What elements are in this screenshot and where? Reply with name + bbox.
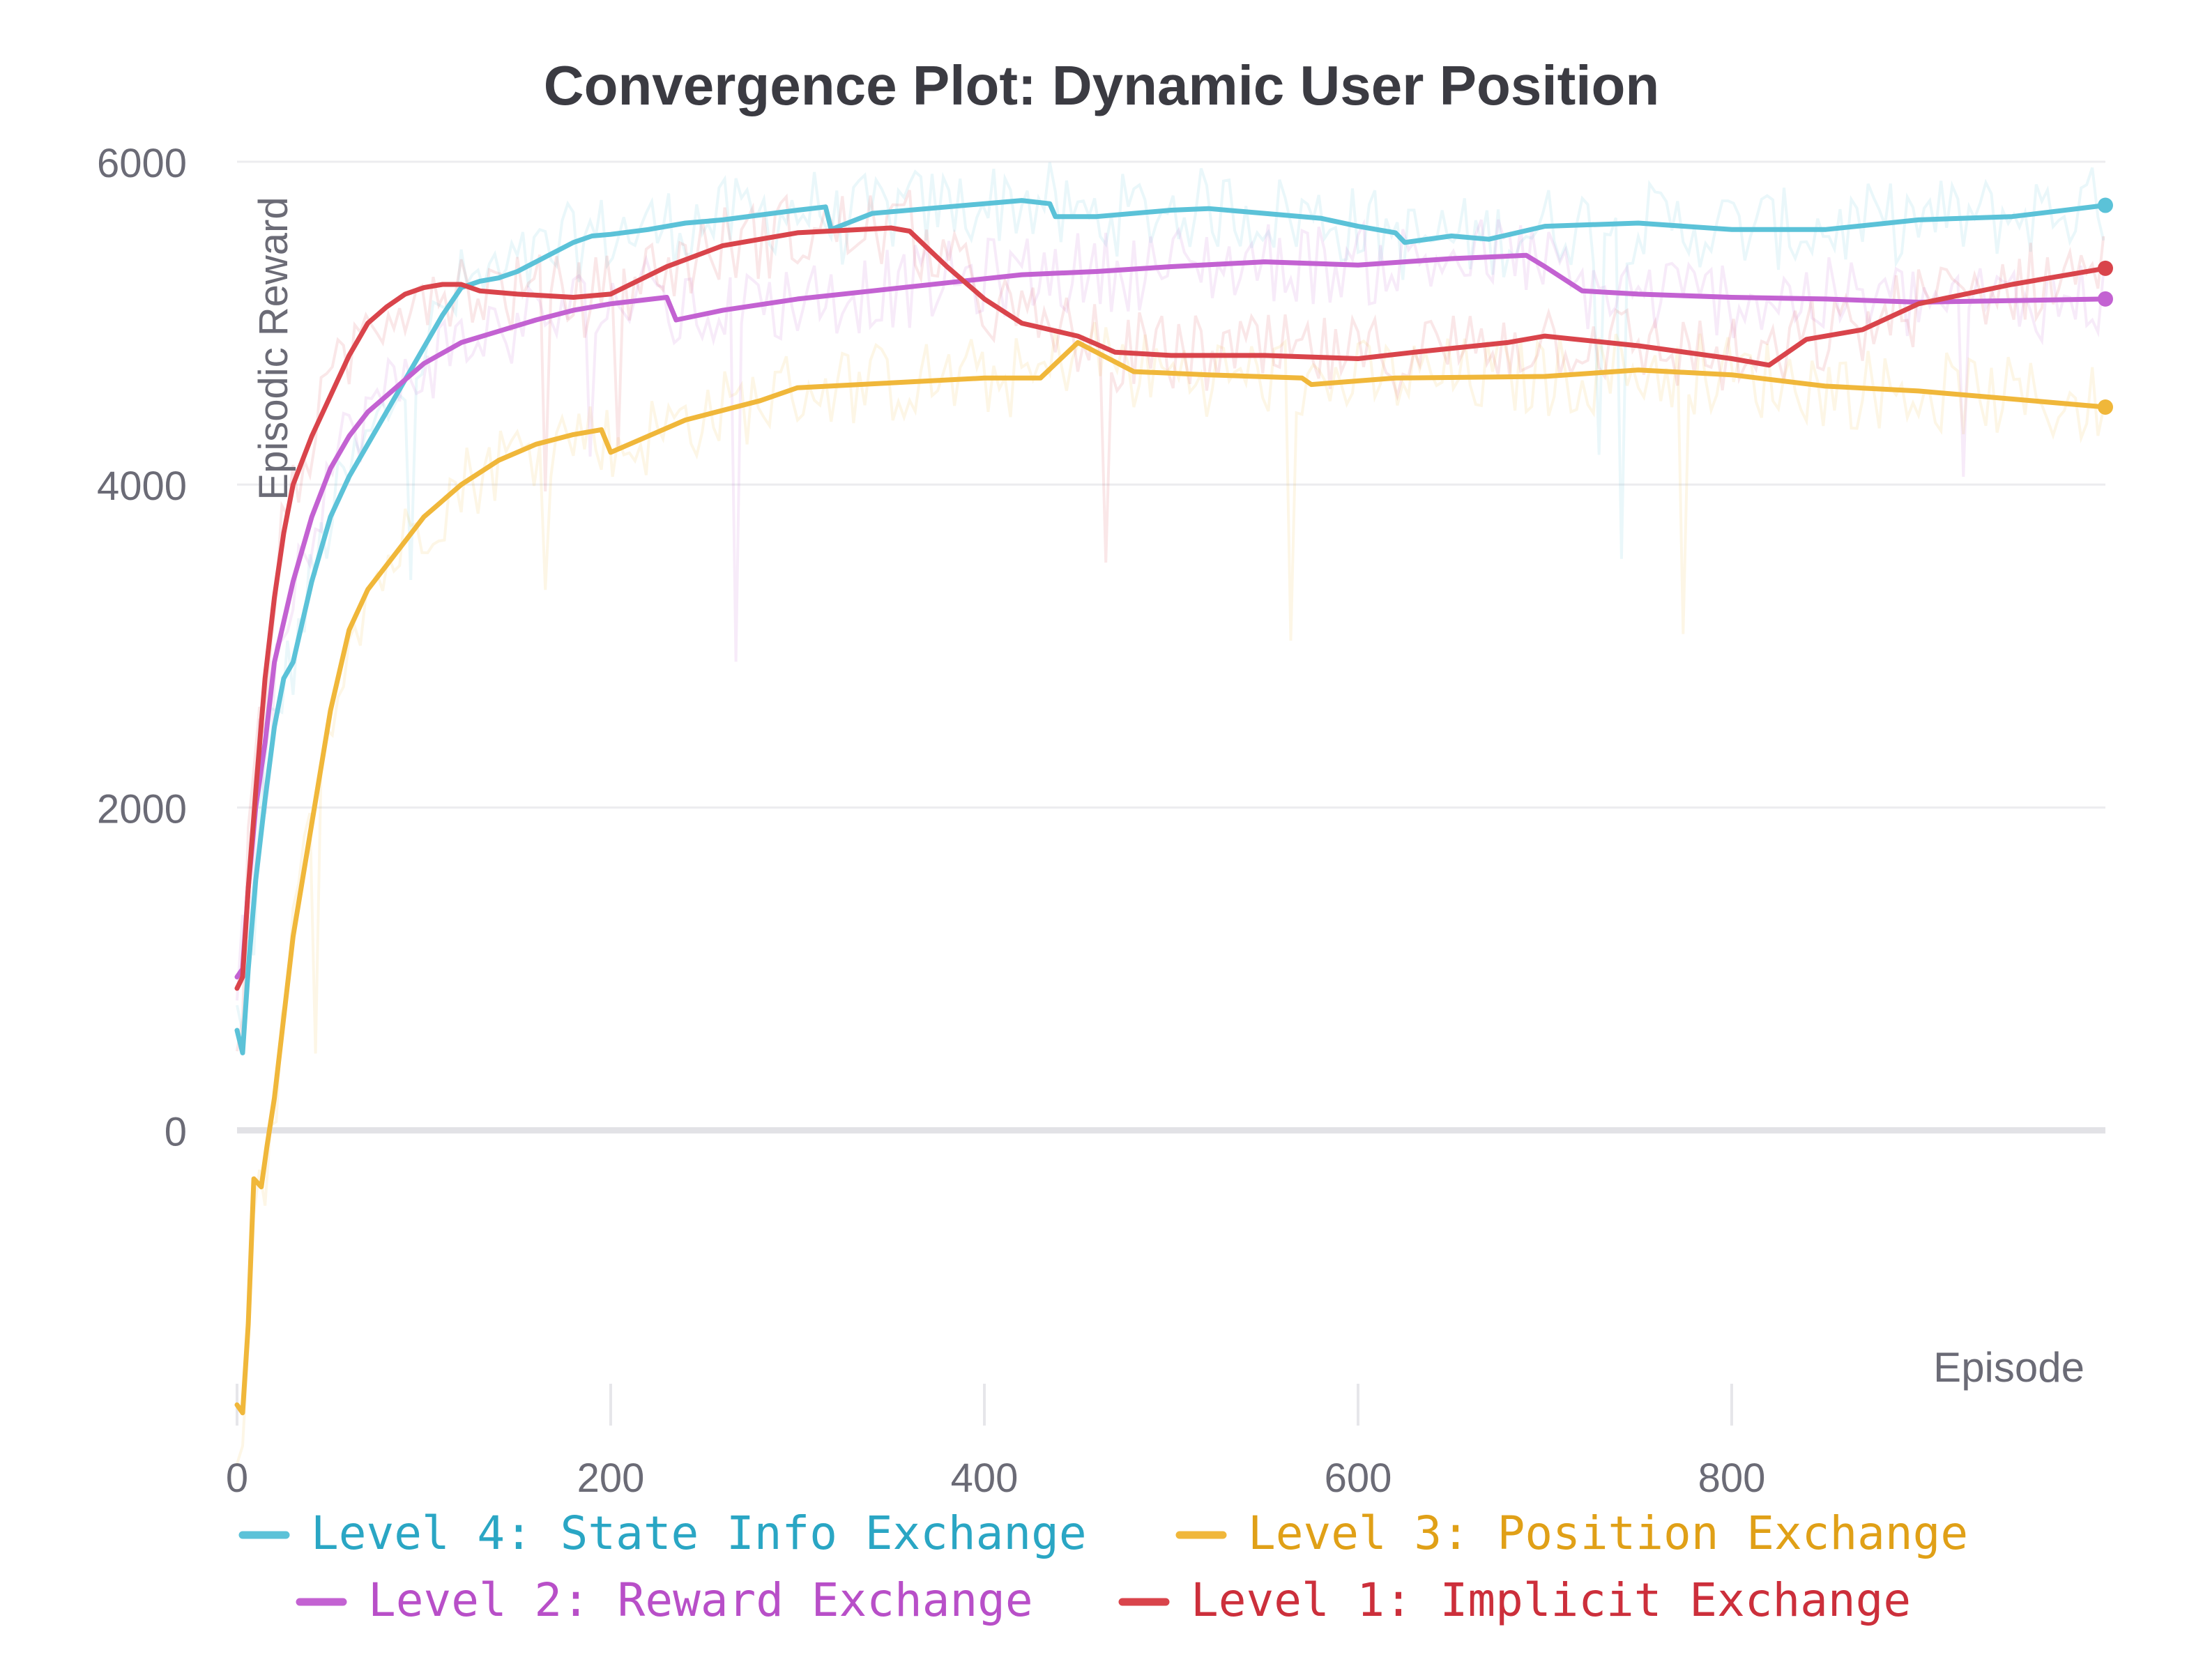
legend-label: Level 4: State Info Exchange (311, 1506, 1087, 1560)
y-axis-label: Episodic Reward (251, 197, 296, 500)
noise-layer (236, 162, 2105, 1465)
series-line (234, 339, 2108, 1416)
series-end-marker (2098, 291, 2113, 307)
series-lines (234, 197, 2113, 1416)
x-axis-label: Episode (1933, 1344, 2084, 1391)
y-tick-label: 6000 (97, 141, 187, 186)
legend-label: Level 2: Reward Exchange (368, 1573, 1033, 1627)
series-end-marker (2098, 260, 2113, 276)
y-tick-label: 0 (165, 1110, 187, 1155)
series-line (234, 198, 2108, 1055)
series-line (234, 225, 2108, 991)
legend-label: Level 3: Position Exchange (1248, 1506, 1968, 1560)
series-raw-trace (236, 321, 2105, 1465)
x-tick-label: 200 (577, 1456, 645, 1501)
x-tick-label: 0 (226, 1456, 248, 1501)
series-line (234, 252, 2108, 979)
x-tick-label: 400 (951, 1456, 1019, 1501)
tick-labels: 0 2000 4000 6000 0 200 400 600 800 (97, 141, 1765, 1501)
legend-item: Level 2: Reward Exchange (296, 1573, 1033, 1627)
series-raw-trace (236, 162, 2105, 1032)
series-end-marker (2098, 197, 2113, 213)
y-tick-label: 4000 (97, 464, 187, 509)
grid-layer (236, 160, 2105, 1426)
series-raw-trace (236, 190, 2105, 1052)
x-tick-label: 600 (1325, 1456, 1392, 1501)
legend-item: Level 3: Position Exchange (1175, 1506, 1968, 1560)
series-raw-trace (236, 218, 2105, 1001)
x-tick-label: 800 (1698, 1456, 1766, 1501)
chart-title: Convergence Plot: Dynamic User Position (544, 54, 1659, 116)
legend-item: Level 4: State Info Exchange (238, 1506, 1087, 1560)
series-end-marker (2098, 399, 2113, 415)
legend: Level 4: State Info Exchange Level 3: Pos… (238, 1506, 1968, 1627)
y-tick-label: 2000 (97, 786, 187, 832)
legend-item: Level 1: Implicit Exchange (1118, 1573, 1911, 1627)
legend-label: Level 1: Implicit Exchange (1191, 1573, 1911, 1627)
